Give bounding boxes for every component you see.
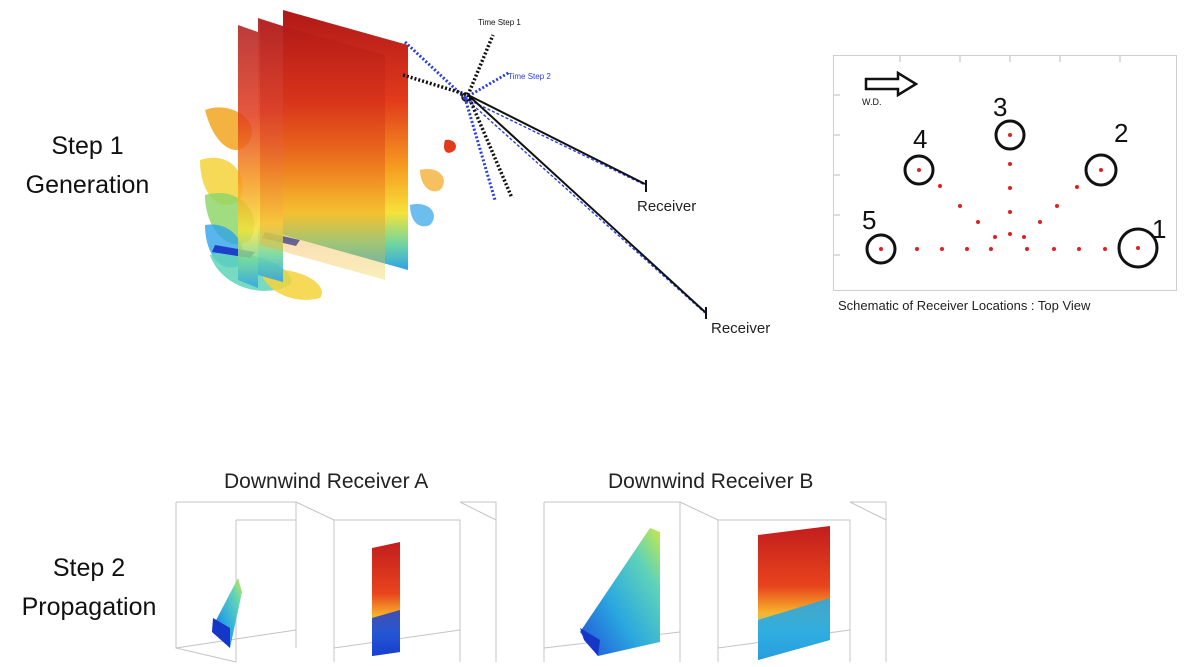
source-point	[461, 92, 471, 102]
time-step-2-label: Time Step 2	[508, 72, 551, 81]
schematic-caption: Schematic of Receiver Locations : Top Vi…	[838, 298, 1091, 313]
receiver-a-wedge	[212, 578, 242, 648]
time-step-1-label: Time Step 1	[478, 18, 521, 27]
receiver-number-2: 2	[1114, 118, 1129, 148]
receiver-markers	[645, 180, 707, 319]
schematic-panel	[833, 55, 1177, 291]
receiver-b-wedge	[580, 528, 660, 656]
step-1-title: Step 1	[51, 132, 124, 160]
receiver-b-title: Downwind Receiver B	[608, 470, 814, 493]
step-1-subtitle: Generation	[25, 170, 150, 199]
time-step-1-rays	[402, 34, 706, 313]
step-2-subtitle: Propagation	[21, 592, 157, 621]
schematic-grid-ticks	[834, 56, 1121, 256]
receiver-circles	[865, 119, 1159, 269]
receiver-number-4: 4	[913, 124, 928, 154]
receiver-number-1: 1	[1152, 214, 1167, 244]
receiver-number-5: 5	[862, 205, 877, 235]
wind-direction-label: W.D.	[862, 97, 882, 107]
wind-direction-arrow-icon	[864, 70, 919, 98]
receiver-label-near: Receiver	[637, 198, 697, 215]
receiver-number-3: 3	[993, 92, 1008, 122]
receiver-label-far: Receiver	[711, 320, 771, 337]
time-step-2-rays	[403, 40, 706, 314]
step-2-title: Step 2	[52, 554, 126, 582]
receiver-a-heatmap	[372, 542, 400, 656]
step-2-label: Step 2 Propagation	[0, 549, 178, 627]
receiver-a-title: Downwind Receiver A	[224, 470, 429, 493]
step-1-label: Step 1 Generation	[0, 127, 175, 205]
receiver-points	[879, 133, 1140, 251]
heatmap-slices	[238, 10, 408, 288]
receiver-b-heatmap	[758, 526, 830, 660]
